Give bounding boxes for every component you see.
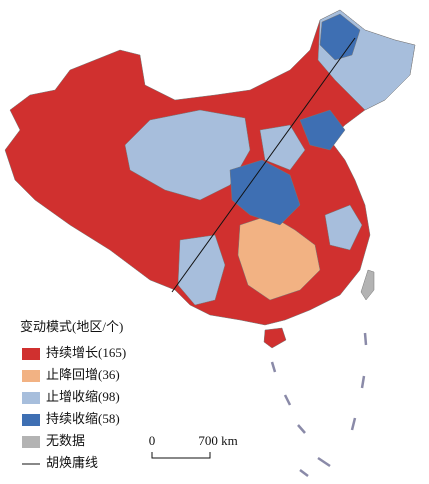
region-shrink-c	[259, 124, 306, 171]
legend-swatch	[22, 436, 40, 448]
south-sea-inset	[270, 332, 368, 477]
legend-label: 止降回增(36)	[46, 367, 120, 382]
hainan	[263, 327, 287, 349]
region-shrink-nw	[124, 109, 251, 201]
hu-line	[171, 37, 356, 293]
region-cont-shrink-c	[229, 159, 301, 226]
scale-end: 700 km	[198, 433, 237, 448]
legend-swatch	[22, 348, 40, 360]
legend-label: 止增收缩(98)	[46, 389, 120, 404]
legend-swatch	[22, 414, 40, 426]
legend: 变动模式(地区/个) 持续增长(165) 止降回增(36) 止增收缩(98) 持续收缩…	[20, 319, 126, 470]
legend-label: 持续收缩(58)	[46, 411, 120, 426]
legend-label: 无数据	[46, 433, 85, 448]
legend-swatch	[22, 370, 40, 382]
scale-bar: 0 700 km	[149, 433, 238, 459]
region-cont-shrink-e	[299, 109, 346, 151]
legend-swatch	[22, 392, 40, 404]
legend-title: 变动模式(地区/个)	[20, 319, 123, 334]
region-shrink-sw	[177, 234, 226, 306]
mainland	[4, 9, 416, 326]
scale-start: 0	[149, 433, 156, 448]
region-shrink-e	[324, 204, 363, 251]
legend-label: 胡焕庸线	[46, 455, 98, 470]
legend-label: 持续增长(165)	[46, 345, 126, 360]
region-cont-shrink-ne	[319, 13, 361, 61]
taiwan	[360, 269, 375, 301]
